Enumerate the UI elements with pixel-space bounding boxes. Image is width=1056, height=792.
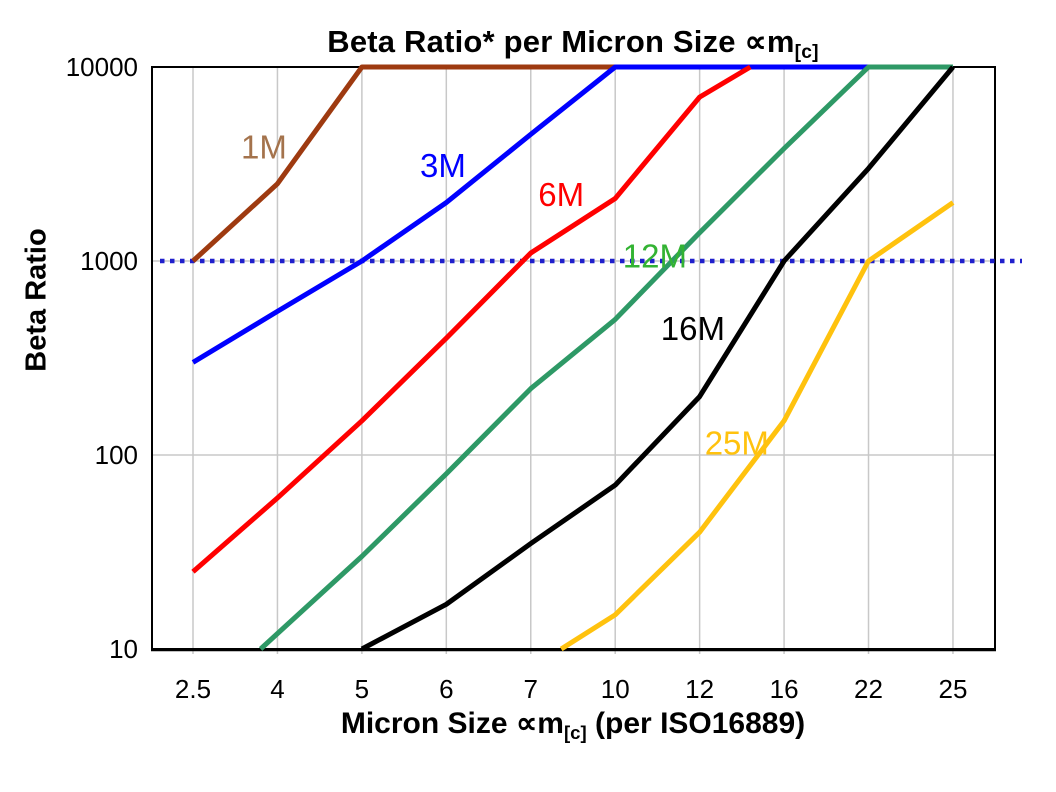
chart-title: Beta Ratio* per Micron Size ∝m[c] [327,24,819,64]
series-line-25m [559,200,955,652]
x-tick-label-22: 22 [854,674,883,704]
y-tick-label-100: 100 [95,440,138,470]
chart-title-main: Beta Ratio* per Micron Size ∝m [327,24,795,59]
x-tick-label-4: 4 [270,674,284,704]
x-axis-title-main: Micron Size ∝m [340,707,564,740]
series-label-12m: 12M [623,238,687,275]
y-tick-label-10: 10 [109,634,138,664]
series-line-6m [191,64,752,574]
x-tick-label-16: 16 [770,674,799,704]
series-label-3m: 3M [420,147,466,184]
series-label-6m: 6M [538,176,584,213]
y-axis-title: Beta Ratio [20,228,53,372]
x-tick-label-12: 12 [685,674,714,704]
series-label-1m: 1M [241,128,287,165]
x-axis-title-suffix: (per ISO16889) [586,707,806,740]
series-label-25m: 25M [705,425,769,462]
x-tick-label-10: 10 [601,674,630,704]
series-line-1m [191,64,616,263]
x-tick-label-2.5: 2.5 [175,674,211,704]
y-tick-label-10000: 10000 [66,52,138,82]
series-line-3m [191,64,869,365]
series-label-16m: 16M [661,310,725,347]
x-axis-title-subscript: [c] [563,721,587,743]
x-tick-label-6: 6 [439,674,453,704]
x-tick-label-5: 5 [355,674,369,704]
x-axis-title: Micron Size ∝m[c] (per ISO16889) [340,706,806,743]
y-tick-label-1000: 1000 [80,246,138,276]
chart-title-subscript: [c] [794,42,819,64]
x-tick-label-25: 25 [938,674,967,704]
series-line-16m [360,65,955,652]
x-tick-label-7: 7 [524,674,538,704]
series-line-12m [258,64,953,651]
